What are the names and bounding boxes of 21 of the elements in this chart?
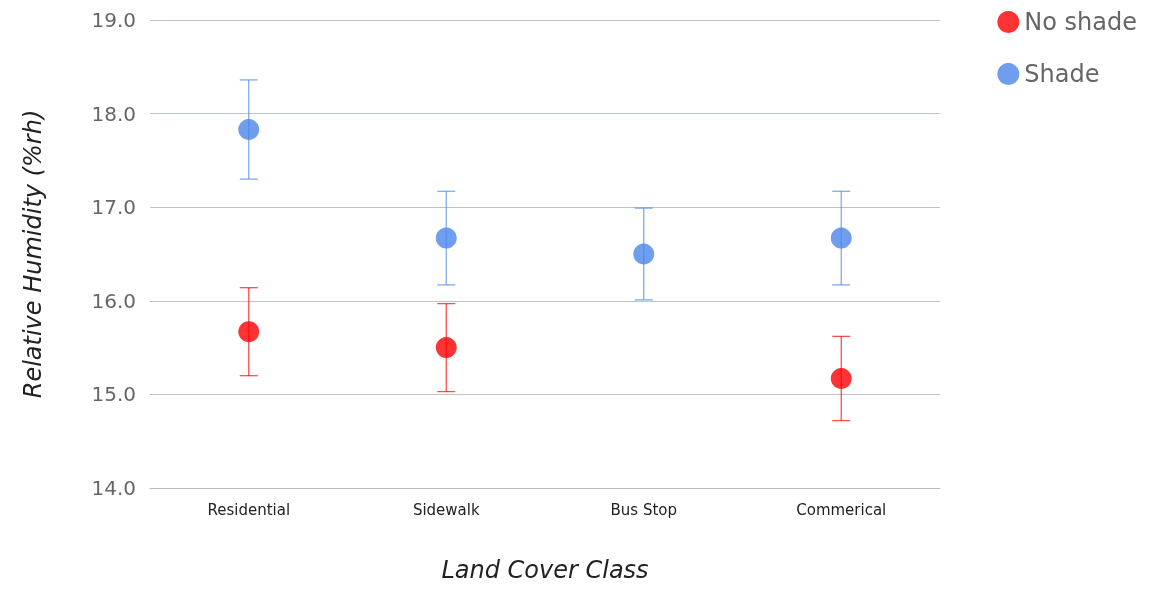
point (633, 243, 655, 265)
point (435, 227, 457, 249)
x-tick-label: Bus Stop (610, 500, 677, 519)
y-tick-label: 17.0 (91, 195, 136, 220)
y-axis-title: Relative Humidity (%rh) (19, 109, 47, 399)
y-tick-label: 16.0 (91, 288, 136, 313)
x-axis-title: Land Cover Class (441, 556, 649, 584)
legend-label: No shade (1024, 8, 1137, 36)
legend-label: Shade (1024, 60, 1100, 88)
point (830, 367, 852, 389)
point (238, 119, 260, 141)
y-tick-label: 19.0 (91, 8, 136, 32)
point (238, 321, 260, 343)
x-tick-label: Commerical (796, 500, 887, 519)
point (830, 227, 852, 249)
point (435, 337, 457, 359)
y-tick-label: 14.0 (91, 476, 136, 500)
x-tick-label: Residential (207, 500, 291, 519)
y-tick-label: 15.0 (91, 382, 136, 407)
x-tick-label: Sidewalk (412, 500, 480, 519)
y-tick-label: 18.0 (91, 101, 136, 126)
